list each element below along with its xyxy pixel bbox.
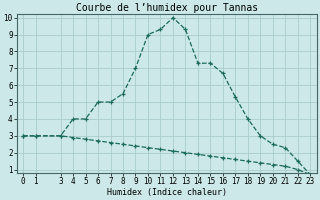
X-axis label: Humidex (Indice chaleur): Humidex (Indice chaleur) bbox=[107, 188, 227, 197]
Title: Courbe de l’humidex pour Tannas: Courbe de l’humidex pour Tannas bbox=[76, 3, 258, 13]
